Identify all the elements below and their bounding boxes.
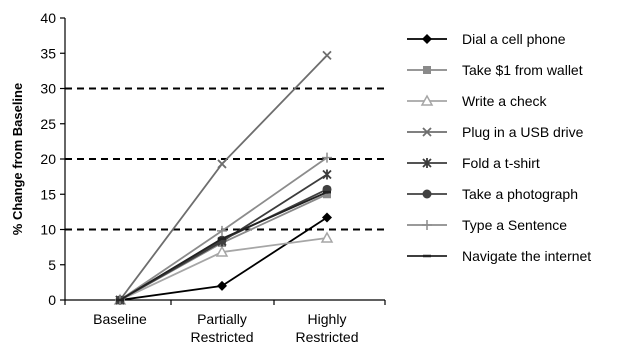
legend-entry: Take $1 from wallet — [407, 62, 583, 78]
x-category-label: Restricted — [190, 329, 253, 345]
data-point — [322, 169, 332, 180]
data-point — [320, 231, 334, 243]
y-tick-label: 20 — [40, 151, 56, 167]
x-category-label: Highly — [308, 311, 347, 327]
legend-label: Take $1 from wallet — [462, 62, 583, 78]
legend-entry: Write a check — [407, 93, 548, 109]
data-point — [322, 50, 332, 61]
series-line — [119, 54, 328, 301]
data-point — [217, 159, 227, 169]
legend-marker — [422, 189, 432, 199]
data-point — [215, 245, 229, 257]
legend-entry: Take a photograph — [407, 186, 578, 202]
x-category-label: Baseline — [93, 311, 147, 327]
legend: Dial a cell phone Take $1 from wallet Writ… — [407, 31, 591, 264]
y-tick-label: 25 — [40, 116, 56, 132]
y-tick-label: 15 — [40, 186, 56, 202]
data-point — [322, 212, 332, 223]
series-group — [113, 50, 334, 305]
legend-entry: Type a Sentence — [407, 217, 567, 233]
y-tick-label: 35 — [40, 45, 56, 61]
y-tick-label: 0 — [48, 292, 56, 308]
legend-marker — [422, 158, 432, 168]
legend-label: Take a photograph — [462, 186, 578, 202]
legend-entry: Navigate the internet — [407, 248, 591, 264]
legend-marker — [422, 127, 432, 137]
x-axis-categories: Baseline Partially Restricted Highly Restric… — [93, 311, 358, 345]
legend-marker — [422, 220, 432, 230]
legend-marker — [423, 66, 431, 74]
y-axis-label: % Change from Baseline — [10, 83, 25, 235]
legend-label: Navigate the internet — [462, 248, 591, 264]
legend-entry: Fold a t-shirt — [407, 155, 540, 171]
legend-marker — [420, 94, 434, 106]
y-tick-label: 5 — [48, 257, 56, 273]
data-point — [323, 190, 331, 199]
legend-label: Type a Sentence — [462, 217, 567, 233]
x-category-label: Restricted — [295, 329, 358, 345]
legend-marker — [422, 34, 432, 44]
series-line — [119, 237, 328, 301]
reference-lines — [65, 87, 385, 231]
data-point — [322, 152, 332, 163]
x-category-label: Partially — [197, 311, 247, 327]
legend-label: Dial a cell phone — [462, 31, 566, 47]
legend-entry: Dial a cell phone — [407, 31, 566, 47]
y-tick-label: 40 — [40, 10, 56, 26]
series-8 — [116, 190, 331, 302]
legend-label: Plug in a USB drive — [462, 124, 584, 140]
y-tick-label: 30 — [40, 81, 56, 97]
series-1 — [115, 212, 332, 305]
data-point — [217, 280, 227, 291]
y-axis-ticks: 0 5 10 15 20 25 30 35 40 — [40, 10, 65, 308]
y-tick-label: 10 — [40, 222, 56, 238]
legend-label: Write a check — [462, 93, 548, 109]
legend-label: Fold a t-shirt — [462, 155, 540, 171]
legend-entry: Plug in a USB drive — [407, 124, 584, 140]
data-point — [217, 225, 227, 236]
